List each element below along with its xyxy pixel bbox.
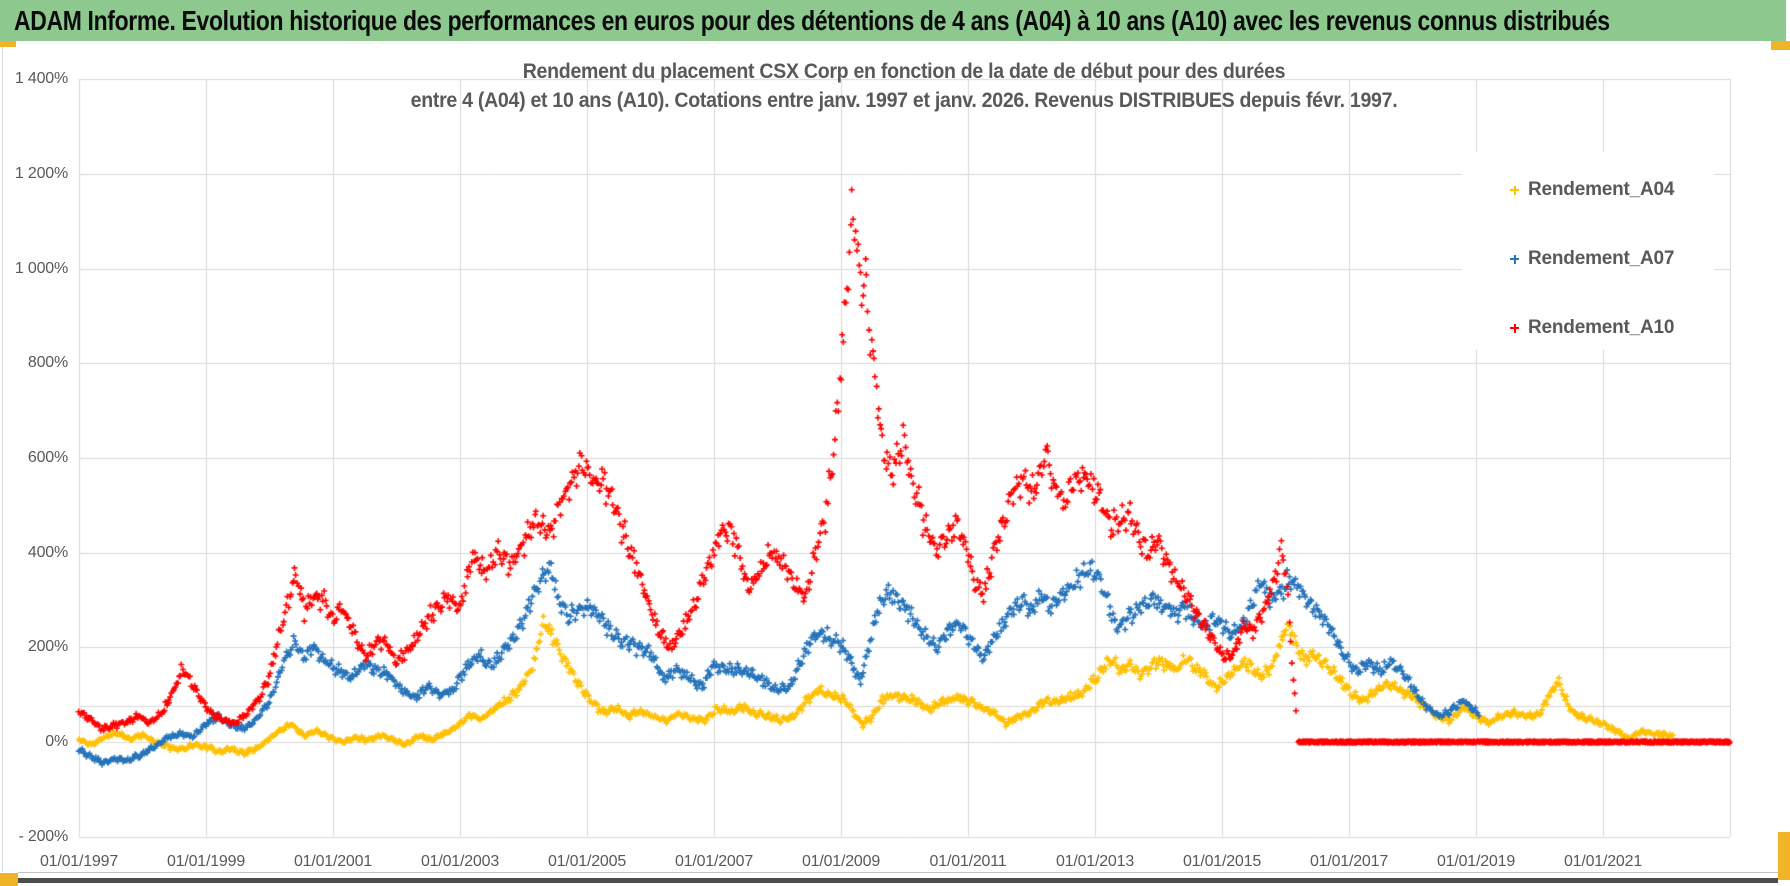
legend-label: Rendement_A10 <box>1528 317 1675 338</box>
plus-marker-icon <box>1510 323 1519 333</box>
legend-label: Rendement_A07 <box>1528 248 1675 269</box>
legend-entry-rendement_a10: Rendement_A10 <box>1510 317 1674 339</box>
x-axis-tick-label: 01/01/2003 <box>420 853 500 870</box>
gold-frame-corner-bottom-left <box>0 873 18 886</box>
plus-marker-icon <box>1510 254 1519 264</box>
y-axis-tick-label: - 200% <box>18 827 69 845</box>
y-axis-tick-label: 600% <box>27 448 68 466</box>
x-axis-tick-label: 01/01/2017 <box>1309 853 1389 870</box>
x-axis-tick-label: 01/01/2011 <box>929 853 1007 870</box>
y-axis-tick-label: 400% <box>27 543 68 561</box>
page-title: ADAM Informe. Evolution historique des p… <box>13 4 1610 36</box>
plus-marker-icon <box>1510 185 1519 195</box>
y-axis-tick-label: 1 000% <box>14 259 68 277</box>
chart-title: Rendement du placement CSX Corp en fonct… <box>79 57 1729 115</box>
y-axis-tick-label: 200% <box>27 638 68 656</box>
x-axis-tick-label: 01/01/2001 <box>293 853 373 870</box>
y-axis-tick-label: 0% <box>45 733 68 750</box>
chart-legend: Rendement_A04 Rendement_A07 Rendement_A10 <box>1462 152 1714 350</box>
x-axis-tick-label: 01/01/2005 <box>547 853 627 870</box>
legend-entry-rendement_a07: Rendement_A07 <box>1510 248 1674 270</box>
legend-label: Rendement_A04 <box>1528 179 1675 200</box>
x-axis-tick-label: 01/01/2013 <box>1055 853 1135 870</box>
header-bar: ADAM Informe. Evolution historique des p… <box>0 0 1786 41</box>
y-axis-tick-label: 1 400% <box>14 70 68 88</box>
x-axis-tick-label: 01/01/1999 <box>166 853 246 870</box>
x-axis-tick-label: 01/01/1997 <box>39 853 119 870</box>
x-axis-tick-label: 01/01/2021 <box>1563 853 1643 870</box>
y-axis-tick-label: 1 200% <box>14 164 68 182</box>
chart-title-line-1: Rendement du placement CSX Corp en fonct… <box>522 60 1286 83</box>
x-axis-tick-label: 01/01/2007 <box>674 853 754 870</box>
gold-frame-corner-bottom-right <box>1778 832 1790 880</box>
chart-title-line-2: entre 4 (A04) et 10 ans (A10). Cotations… <box>410 89 1398 112</box>
legend-entry-rendement_a04: Rendement_A04 <box>1510 179 1674 201</box>
y-axis-tick-label: 800% <box>27 354 68 372</box>
x-axis-tick-label: 01/01/2015 <box>1182 853 1262 870</box>
x-axis-tick-label: 01/01/2019 <box>1436 853 1516 870</box>
gold-frame-corner-top-left <box>0 41 16 47</box>
x-axis-tick-label: 01/01/2009 <box>801 853 881 870</box>
gold-frame-corner-top-right <box>1771 41 1790 50</box>
